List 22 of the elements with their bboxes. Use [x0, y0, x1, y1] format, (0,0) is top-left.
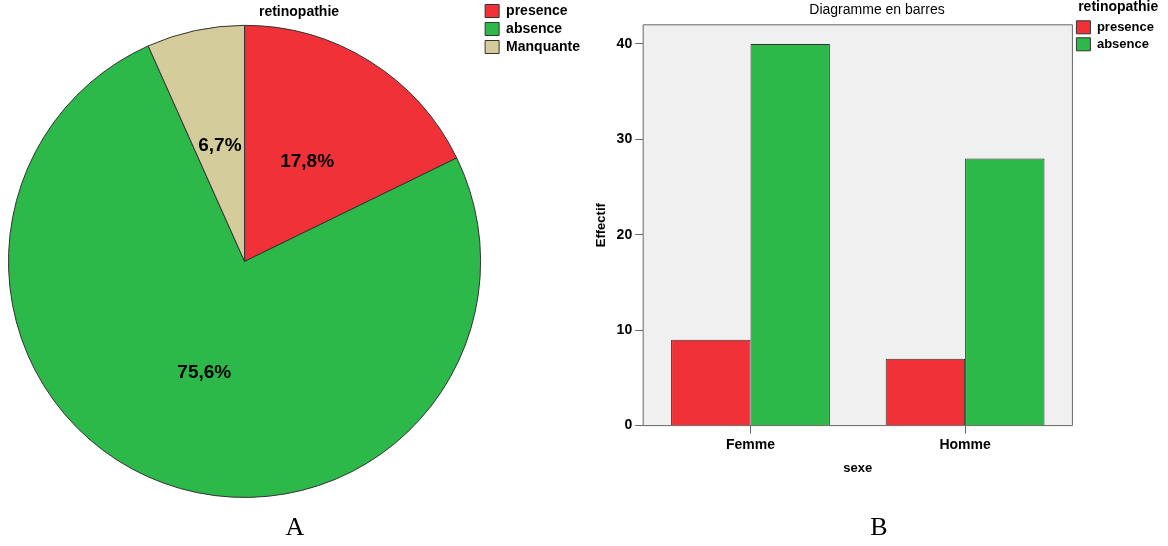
data-label: 6,7%: [198, 134, 242, 156]
text: A: [284, 512, 306, 542]
y-tick-label: 20: [616, 225, 633, 242]
text: B: [869, 512, 889, 542]
legend-label: absence: [1096, 35, 1149, 51]
y-tick-label: 10: [616, 321, 633, 338]
y-tick-label: 40: [616, 34, 633, 51]
y-tick-label: 0: [624, 416, 633, 433]
y-axis-title: Effectif: [593, 202, 609, 248]
legend-label: presence: [506, 1, 568, 18]
y-tick-label: 30: [616, 130, 633, 147]
chart-title: Diagramme en barres: [809, 1, 945, 18]
legend-label: Manquante: [506, 37, 581, 54]
data-label: 75,6%: [177, 360, 232, 382]
data-label: 17,8%: [280, 149, 335, 171]
legend-label: presence: [1096, 18, 1154, 34]
x-tick-label: Homme: [939, 435, 991, 452]
chart-title: retinopathie: [258, 3, 340, 20]
x-tick-label: Femme: [725, 435, 776, 452]
legend-title: retinopathie: [1078, 0, 1159, 14]
legend-label: absence: [506, 19, 563, 36]
x-axis-title: sexe: [843, 459, 873, 475]
